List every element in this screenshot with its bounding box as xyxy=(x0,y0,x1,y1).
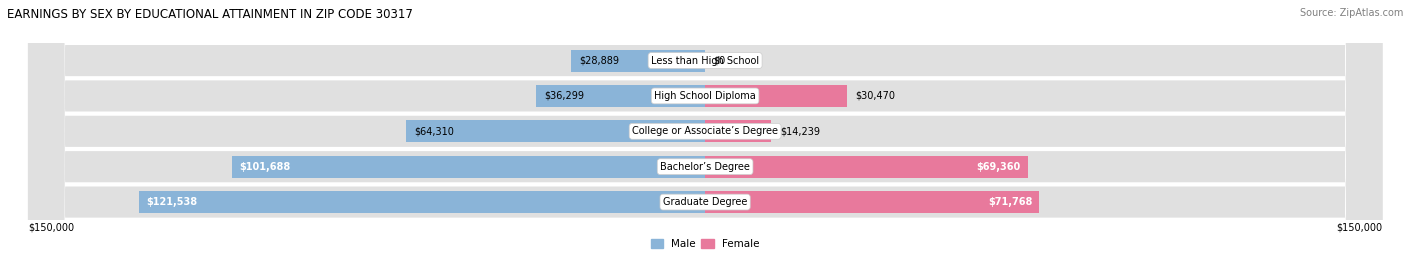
Text: Less than High School: Less than High School xyxy=(651,55,759,66)
Text: $69,360: $69,360 xyxy=(977,162,1021,172)
FancyBboxPatch shape xyxy=(28,0,1382,268)
Bar xyxy=(406,120,706,142)
Bar xyxy=(536,85,706,107)
Text: Bachelor’s Degree: Bachelor’s Degree xyxy=(661,162,749,172)
Text: $36,299: $36,299 xyxy=(544,91,585,101)
Text: $64,310: $64,310 xyxy=(415,126,454,136)
Bar xyxy=(706,191,1039,213)
FancyBboxPatch shape xyxy=(28,0,1382,268)
Text: $0: $0 xyxy=(713,55,725,66)
Legend: Male, Female: Male, Female xyxy=(647,235,763,254)
Text: $28,889: $28,889 xyxy=(579,55,619,66)
Text: $101,688: $101,688 xyxy=(239,162,290,172)
Bar xyxy=(706,85,846,107)
Bar xyxy=(139,191,706,213)
Text: High School Diploma: High School Diploma xyxy=(654,91,756,101)
FancyBboxPatch shape xyxy=(28,0,1382,268)
FancyBboxPatch shape xyxy=(28,0,1382,268)
FancyBboxPatch shape xyxy=(28,0,1382,268)
Text: $71,768: $71,768 xyxy=(988,197,1032,207)
Bar xyxy=(571,50,706,72)
Text: $14,239: $14,239 xyxy=(780,126,820,136)
Text: EARNINGS BY SEX BY EDUCATIONAL ATTAINMENT IN ZIP CODE 30317: EARNINGS BY SEX BY EDUCATIONAL ATTAINMEN… xyxy=(7,8,413,21)
Bar xyxy=(232,156,706,178)
Text: $121,538: $121,538 xyxy=(146,197,198,207)
Text: Source: ZipAtlas.com: Source: ZipAtlas.com xyxy=(1299,8,1403,18)
Text: $150,000: $150,000 xyxy=(28,223,75,233)
Text: $150,000: $150,000 xyxy=(1336,223,1382,233)
Bar xyxy=(706,156,1028,178)
Text: $30,470: $30,470 xyxy=(855,91,896,101)
Bar xyxy=(706,120,772,142)
Text: Graduate Degree: Graduate Degree xyxy=(662,197,748,207)
Text: College or Associate’s Degree: College or Associate’s Degree xyxy=(633,126,778,136)
